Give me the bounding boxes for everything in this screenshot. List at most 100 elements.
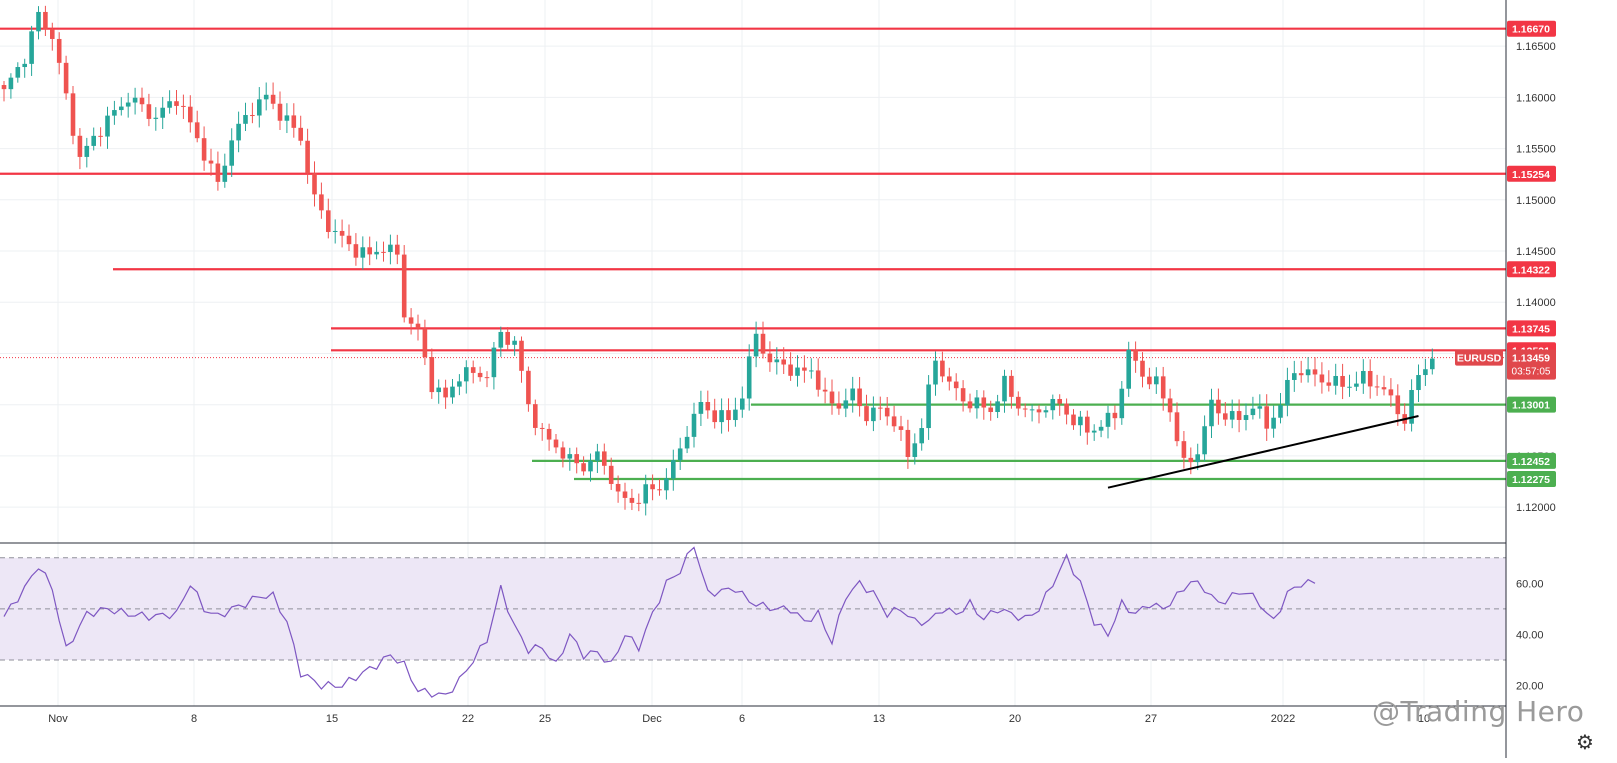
candle-body xyxy=(1091,430,1097,433)
candle-body xyxy=(546,428,552,440)
candle-body xyxy=(1271,417,1276,429)
x-tick-label: 22 xyxy=(462,713,474,725)
candle-body xyxy=(574,454,579,464)
candle-body xyxy=(450,386,455,398)
candle-body xyxy=(353,244,359,258)
candle-body xyxy=(1133,349,1138,361)
candle-body xyxy=(1126,349,1131,389)
candle-body xyxy=(905,429,911,457)
candle-body xyxy=(1043,410,1049,413)
candle-body xyxy=(871,407,876,422)
candle-body xyxy=(1009,375,1014,397)
candle-body xyxy=(822,389,828,392)
candle-body xyxy=(1326,382,1332,386)
candle-body xyxy=(1298,373,1304,376)
last-price-text: 1.13459 xyxy=(1512,353,1550,365)
candle-body xyxy=(305,140,310,174)
candle-body xyxy=(1340,375,1345,387)
candle-body xyxy=(1209,399,1214,427)
candle-body xyxy=(884,407,890,417)
candle-body xyxy=(50,29,55,39)
candle-body xyxy=(1029,409,1035,411)
candle-body xyxy=(781,359,786,365)
candle-body xyxy=(657,489,662,491)
x-tick-label: 13 xyxy=(873,713,885,725)
candle-body xyxy=(243,115,248,124)
candle-body xyxy=(767,353,773,363)
candle-body xyxy=(1367,371,1373,387)
candle-body xyxy=(429,357,435,393)
candle-body xyxy=(705,402,711,411)
candle-body xyxy=(1319,374,1325,383)
candle-body xyxy=(1423,369,1428,376)
level-price-text: 1.12452 xyxy=(1512,456,1550,468)
candle-body xyxy=(1140,360,1145,377)
level-price-text: 1.14322 xyxy=(1512,264,1550,276)
candle-body xyxy=(733,409,738,421)
x-tick-label: 6 xyxy=(739,713,745,725)
candle-body xyxy=(1078,416,1083,426)
candle-body xyxy=(712,410,717,423)
level-price-text: 1.13001 xyxy=(1512,400,1550,412)
candle-body xyxy=(588,460,593,472)
candle-body xyxy=(194,122,200,139)
countdown-text: 03:57:05 xyxy=(1512,367,1551,378)
grid xyxy=(0,0,1506,706)
candle-body xyxy=(815,370,821,390)
candle-body xyxy=(677,448,683,461)
candle-body xyxy=(167,101,172,108)
rsi-band xyxy=(0,557,1506,661)
candle-body xyxy=(539,427,545,429)
candle-body xyxy=(1305,369,1311,376)
candle-body xyxy=(836,403,842,409)
candle-body xyxy=(436,387,441,393)
candle-body xyxy=(284,115,290,121)
candle-body xyxy=(484,377,490,379)
candle-body xyxy=(388,244,393,253)
candle-body xyxy=(415,323,421,329)
candle-body xyxy=(1250,408,1256,416)
candle-body xyxy=(160,107,165,118)
candle-body xyxy=(809,370,814,372)
candle-body xyxy=(1381,387,1387,390)
candle-body xyxy=(1154,376,1159,385)
candle-body xyxy=(77,135,83,157)
candle-body xyxy=(898,426,904,430)
candle-body xyxy=(850,388,855,401)
candle-body xyxy=(367,247,372,255)
candle-body xyxy=(181,105,186,107)
candle-body xyxy=(229,140,234,166)
candle-body xyxy=(1409,390,1414,424)
y-tick-label: 1.12000 xyxy=(1516,502,1556,514)
candle-body xyxy=(105,115,110,137)
candle-body xyxy=(139,97,145,105)
candle-body xyxy=(1147,376,1152,385)
candle-body xyxy=(740,398,745,410)
candle-body xyxy=(1188,457,1194,463)
candle-body xyxy=(857,388,862,407)
candle-body xyxy=(974,397,980,409)
y-tick-label: 1.16500 xyxy=(1516,41,1556,53)
rsi-y-tick-label: 20.00 xyxy=(1516,681,1544,693)
candle-body xyxy=(270,94,276,104)
candle-body xyxy=(215,163,221,182)
candle-body xyxy=(602,451,607,466)
candle-body xyxy=(795,367,800,376)
candle-body xyxy=(381,251,386,253)
symbol-tag-text: EURUSD xyxy=(1457,353,1502,365)
gear-icon[interactable]: ⚙ xyxy=(1576,730,1594,754)
candle-body xyxy=(457,381,462,387)
candle-body xyxy=(208,160,214,164)
candle-body xyxy=(1174,412,1180,442)
candle-body xyxy=(560,447,566,459)
candle-body xyxy=(843,400,849,409)
candle-body xyxy=(636,502,642,504)
candle-body xyxy=(1016,396,1021,409)
candle-body xyxy=(360,247,366,258)
candle-body xyxy=(615,483,621,492)
candle-body xyxy=(1160,376,1166,399)
candle-body xyxy=(691,413,697,437)
candle-body xyxy=(1292,373,1297,380)
candle-body xyxy=(98,135,103,137)
candle-body xyxy=(464,367,469,382)
